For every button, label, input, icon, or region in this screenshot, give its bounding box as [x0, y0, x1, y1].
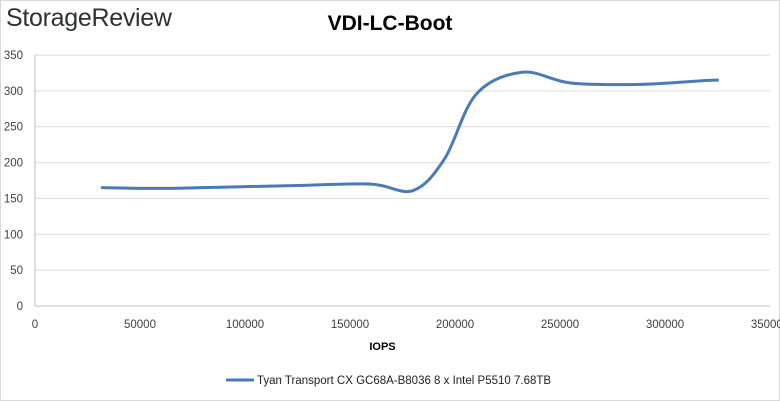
gridlines: [35, 54, 770, 271]
x-tick-label: 100000: [226, 319, 264, 331]
legend-label: Tyan Transport CX GC68A-B8036 8 x Intel …: [257, 375, 551, 387]
x-tick-label: 150000: [331, 319, 369, 331]
y-tick-label: 0: [17, 301, 23, 313]
legend: Tyan Transport CX GC68A-B8036 8 x Intel …: [226, 375, 551, 387]
x-tick-label: 50000: [124, 319, 156, 331]
brand-logo: StorageReview: [6, 4, 172, 32]
y-tick-label: 150: [4, 193, 23, 205]
series-line-0: [100, 70, 719, 193]
y-tick-label: 200: [4, 158, 23, 170]
x-tick-label: 300000: [646, 319, 684, 331]
y-tick-label: 250: [4, 122, 23, 134]
x-tick-label: 250000: [541, 319, 579, 331]
y-tick-label: 100: [4, 229, 23, 241]
x-tick-label: 350000: [751, 319, 780, 331]
x-tick-label: 200000: [436, 319, 474, 331]
y-tick-label: 350: [4, 50, 23, 62]
y-tick-label: 50: [10, 265, 23, 277]
y-tick-label: 300: [4, 86, 23, 98]
x-axis-title: IOPS: [369, 341, 395, 353]
y-tick-labels: 0 50 100 150 200 250 300 350: [4, 50, 23, 313]
axes: [34, 55, 770, 307]
chart-title: VDI-LC-Boot: [327, 12, 453, 35]
series-lines: [100, 70, 719, 193]
x-tick-labels: 0 50000 100000 150000 200000 250000 300000 3500…: [32, 319, 780, 331]
x-tick-label: 0: [32, 319, 38, 331]
